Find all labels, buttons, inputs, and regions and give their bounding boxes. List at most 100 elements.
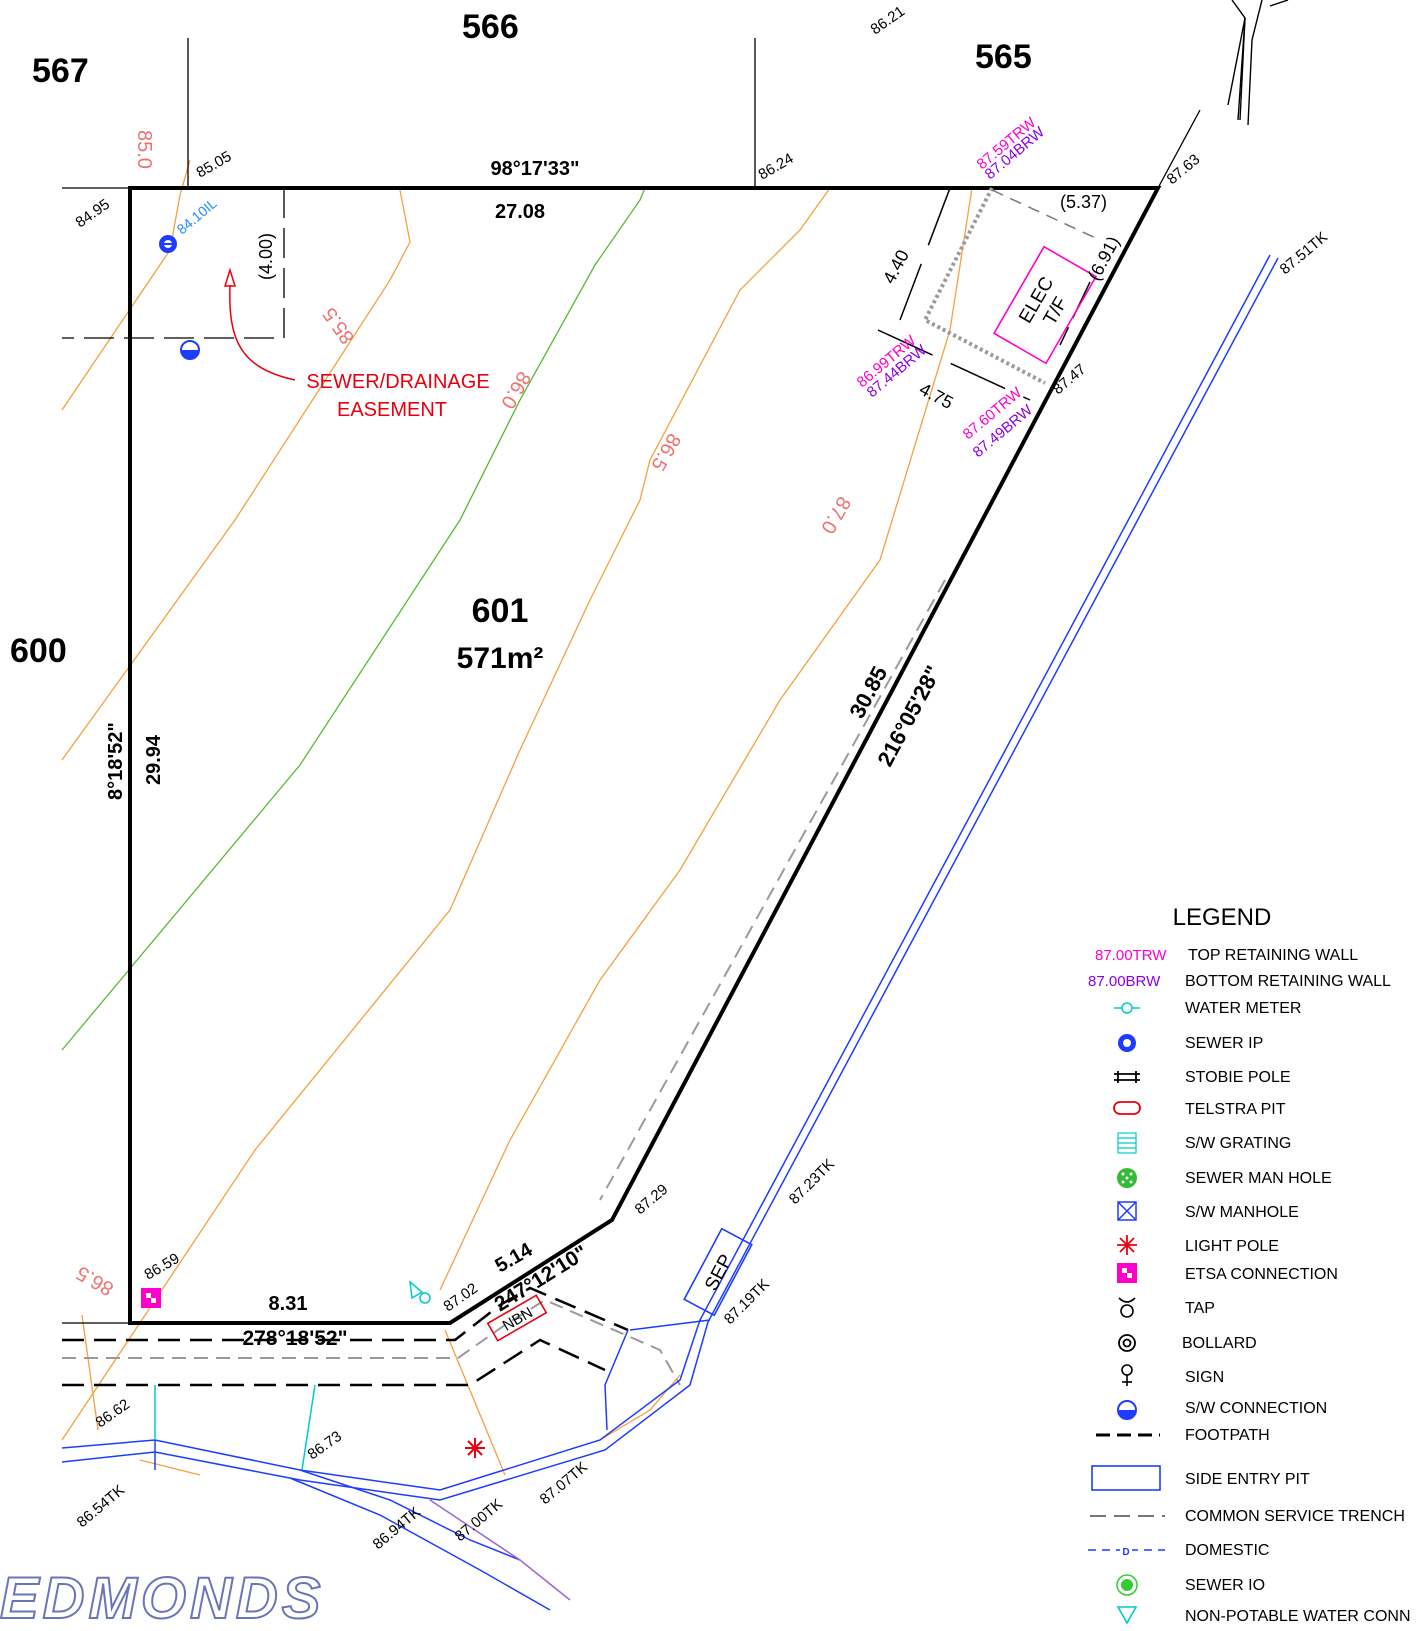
level-8495: 84.95 [73, 196, 114, 231]
level-8621: 86.21 [868, 3, 909, 38]
lot-numbers: 567 566 565 600 601 571m² [10, 8, 1032, 675]
legend-sw-connection-icon [1117, 1400, 1137, 1420]
tf-bottom: 4.75 [916, 379, 956, 413]
legend-sw-grating-icon [1117, 1132, 1137, 1154]
top-length: 27.08 [495, 201, 545, 223]
legend-light-pole-icon [1117, 1235, 1137, 1255]
left-bearing: 8°18'52" [105, 722, 127, 800]
kerb-lines [61, 254, 1279, 1611]
etsa-connection-icon [141, 1288, 161, 1308]
water-service-lines [154, 1384, 316, 1471]
legend-telstra-pit-icon [1113, 1101, 1141, 1115]
legend-label-3: SEWER IP [1185, 1035, 1263, 1052]
legend-label-7: SEWER MAN HOLE [1185, 1170, 1332, 1187]
legend-label-5: TELSTRA PIT [1185, 1101, 1286, 1118]
transformer-area [877, 187, 1101, 401]
retaining-wall-labels: 87.59TRW 87.04BRW 86.99TRW 87.44BRW 87.6… [854, 114, 1049, 461]
legend-label-6: S/W GRATING [1185, 1135, 1291, 1152]
legend-label-17: COMMON SERVICE TRENCH [1185, 1508, 1405, 1525]
legend-trw-sample: 87.00TRW [1095, 947, 1167, 964]
lot-600: 600 [10, 632, 67, 670]
legend-tap-icon [1118, 1297, 1136, 1318]
neighbour-lines [62, 38, 1201, 1324]
legend-label-10: ETSA CONNECTION [1185, 1266, 1338, 1283]
lot-601: 601 [472, 592, 529, 630]
level-8662: 86.62 [93, 1396, 134, 1431]
legend-water-meter-icon [1114, 1002, 1140, 1014]
contour-road-4 [139, 1459, 201, 1476]
level-8624: 86.24 [756, 150, 797, 183]
legend-sewer-manhole-icon [1117, 1168, 1137, 1188]
contour-road-2 [444, 1329, 506, 1476]
bottom-length: 8.31 [269, 1293, 308, 1315]
easement-arrow-head [223, 267, 237, 287]
sw-connection-icon [180, 340, 200, 360]
tf-side: (6.91) [1084, 233, 1124, 284]
legend-label-13: SIGN [1185, 1369, 1224, 1386]
legend-label-8: S/W MANHOLE [1185, 1204, 1299, 1221]
level-8763: 87.63 [1164, 151, 1204, 188]
footpath [62, 1286, 629, 1387]
contour-86-0 [61, 187, 646, 1051]
level-8654tk: 86.54TK [74, 1482, 128, 1531]
lot-601-area: 571m² [457, 642, 544, 675]
lot-565: 565 [975, 38, 1032, 76]
legend-label-19: SEWER IO [1185, 1577, 1265, 1594]
contour-label-87-0: 87.0 [816, 493, 855, 538]
legend-side-entry-pit-icon [1091, 1465, 1161, 1491]
water-meter-icon [409, 1280, 431, 1304]
legend-brw-sample: 87.00BRW [1088, 973, 1161, 990]
legend-label-11: TAP [1185, 1300, 1215, 1317]
legend-label-14: S/W CONNECTION [1185, 1400, 1327, 1417]
contour-label-86-5: 86.5 [646, 430, 685, 475]
level-8505: 85.05 [194, 148, 235, 181]
lot-567: 567 [32, 52, 89, 90]
legend-label-16: SIDE ENTRY PIT [1185, 1471, 1310, 1488]
contour-85-0 [61, 159, 191, 411]
contour-86-5 [61, 187, 831, 1441]
easement-width: (4.00) [256, 233, 276, 280]
legend-non-potable-water-icon [1116, 1606, 1138, 1625]
bottom-bearing: 278°18'52" [242, 1327, 347, 1350]
legend-sewer-io-icon [1116, 1574, 1138, 1596]
level-8659: 86.59 [142, 1250, 183, 1283]
level-8729: 87.29 [632, 1181, 672, 1218]
level-8673: 86.73 [305, 1428, 346, 1463]
diag-length: 30.85 [844, 662, 892, 722]
brand-logo: EDMONDS [0, 1566, 325, 1631]
legend-label-20: NON-POTABLE WATER CONN [1185, 1608, 1411, 1625]
sewer-ip-icon [159, 235, 177, 253]
legend-label-15: FOOTPATH [1185, 1427, 1270, 1444]
contours [61, 159, 973, 1476]
legend-label-18: DOMESTIC [1185, 1542, 1269, 1559]
contour-road-1 [81, 1314, 99, 1431]
easement-label-line2: EASEMENT [337, 399, 447, 421]
easement-label: SEWER/DRAINAGE EASEMENT [306, 371, 489, 421]
legend-sw-manhole-icon [1117, 1201, 1137, 1221]
contour-87-0 [439, 187, 973, 1291]
common-service-trench [62, 579, 946, 1386]
left-length: 29.94 [143, 734, 165, 785]
easement-label-line1: SEWER/DRAINAGE [306, 371, 489, 393]
level-8410il: 84.10IL [174, 195, 220, 237]
legend-label-9: LIGHT POLE [1185, 1238, 1279, 1255]
legend-label-2: WATER METER [1185, 1000, 1301, 1017]
tf-top: (5.37) [1060, 192, 1107, 212]
legend-sign-icon [1121, 1364, 1133, 1386]
easement-lines [62, 188, 285, 339]
legend: LEGEND 87.00TRW 87.00BRW [1088, 904, 1411, 1625]
legend-label-12: BOLLARD [1182, 1335, 1257, 1352]
level-8751tk: 87.51TK [1277, 229, 1331, 278]
contour-label-86-0: 86.0 [496, 368, 535, 413]
legend-etsa-connection-icon [1117, 1263, 1137, 1283]
lot-601-boundary [128, 186, 1162, 1325]
legend-stobie-pole-icon [1114, 1071, 1140, 1083]
legend-label-4: STOBIE POLE [1185, 1069, 1291, 1086]
contour-85-5 [61, 189, 411, 761]
legend-sewer-ip-icon [1118, 1034, 1136, 1052]
north-arrow-icon [1227, 0, 1289, 126]
svg-text:D: D [1122, 1547, 1129, 1558]
tf-left: 4.40 [879, 247, 913, 287]
contour-label-86-5-low: 86.5 [73, 1261, 118, 1300]
